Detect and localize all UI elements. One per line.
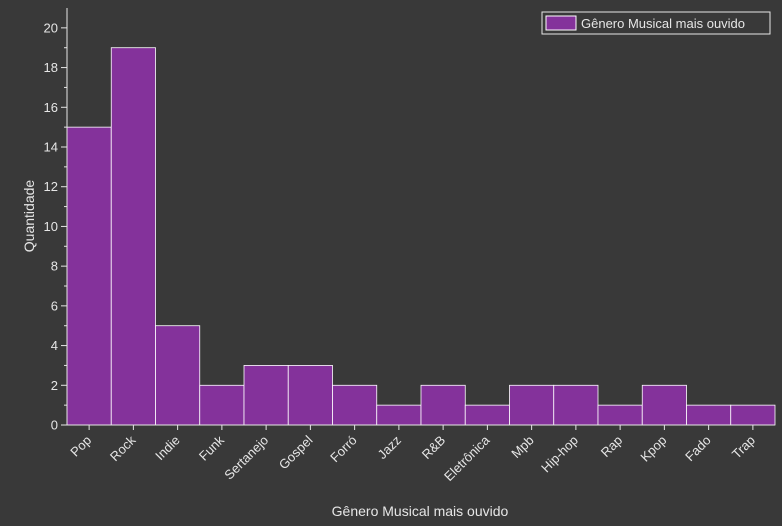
y-tick-label: 16 — [44, 100, 58, 115]
bar-mpb — [509, 384, 555, 426]
x-tick-label: Trap — [729, 433, 758, 462]
bar-rock — [110, 47, 156, 426]
bar-r-b — [420, 384, 466, 426]
y-tick-label: 8 — [51, 259, 58, 274]
x-tick-label: Gospel — [276, 432, 316, 472]
bar-hip-hop — [553, 384, 599, 426]
y-tick-label: 4 — [51, 338, 58, 353]
x-tick-label: Hip-hop — [538, 433, 581, 476]
y-tick-label: 20 — [44, 20, 58, 35]
y-tick-label: 10 — [44, 219, 58, 234]
x-tick-label: Rock — [107, 432, 139, 464]
legend-label: Gênero Musical mais ouvido — [581, 16, 745, 31]
bar-jazz — [376, 404, 422, 426]
y-ticks-group: 0 2 4 6 8 10 12 14 16 18 20 — [44, 20, 67, 433]
x-tick-label: R&B — [419, 433, 449, 463]
axes-group — [66, 8, 775, 426]
y-tick-label: 18 — [44, 60, 58, 75]
x-tick-label: Pop — [67, 433, 94, 460]
bar-gospel — [287, 365, 333, 426]
x-tick-label: Eletrônica — [441, 432, 493, 484]
bar-eletr-nica — [464, 404, 510, 426]
bar-trap — [730, 404, 776, 426]
bar-pop — [66, 126, 112, 426]
x-tick-label: Funk — [196, 432, 227, 463]
bar-forr- — [332, 384, 378, 426]
x-axis-title: Gênero Musical mais ouvido — [332, 503, 509, 519]
y-axis-title: Quantidade — [21, 180, 37, 253]
bar-fado — [686, 404, 732, 426]
bar-indie — [155, 325, 201, 426]
x-tick-label: Kpop — [637, 433, 669, 465]
bars-group — [66, 47, 776, 426]
legend-box — [541, 11, 771, 35]
x-tick-label: Indie — [152, 433, 183, 464]
x-tick-label: Rap — [598, 433, 625, 460]
bar-funk — [199, 384, 245, 426]
x-tick-label: Fado — [682, 433, 714, 465]
x-tick-label: Mpb — [508, 433, 536, 461]
legend-swatch — [545, 15, 577, 31]
x-tick-label: Jazz — [374, 433, 404, 463]
y-tick-label: 14 — [44, 140, 58, 155]
y-tick-label: 0 — [51, 418, 58, 433]
bar-sertanejo — [243, 365, 289, 426]
y-tick-label: 2 — [51, 378, 58, 393]
bar-kpop — [641, 384, 687, 426]
x-tick-label: Forró — [327, 433, 360, 466]
x-tick-label: Sertanejo — [221, 433, 271, 483]
y-tick-label: 12 — [44, 179, 58, 194]
y-tick-label: 6 — [51, 298, 58, 313]
legend: Gênero Musical mais ouvido — [541, 11, 771, 35]
bar-rap — [597, 404, 643, 426]
